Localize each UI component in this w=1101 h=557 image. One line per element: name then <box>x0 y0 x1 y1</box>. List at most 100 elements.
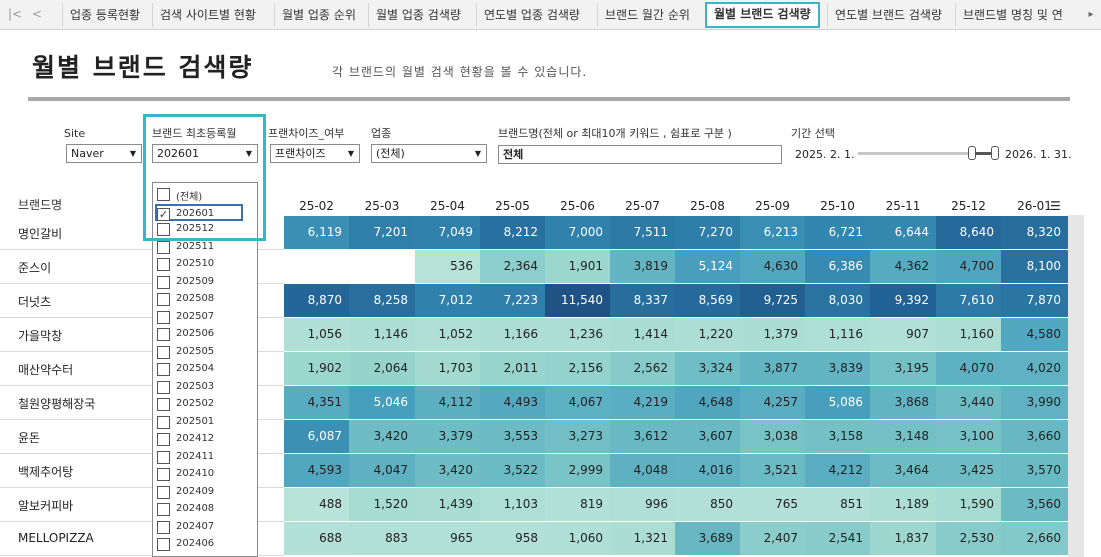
heatmap-cell[interactable]: 3,560 <box>1001 488 1068 521</box>
heatmap-cell[interactable]: 5,124 <box>675 250 740 283</box>
heatmap-cell[interactable]: 7,223 <box>480 284 545 317</box>
heatmap-cell[interactable]: 2,562 <box>610 352 675 385</box>
dropdown-option[interactable]: 202510 <box>157 256 253 273</box>
dropdown-option[interactable]: 202504 <box>157 361 253 378</box>
tab-7[interactable]: 월별 브랜드 검색량 <box>705 2 820 28</box>
table-row[interactable]: 매산약수터 <box>0 352 284 386</box>
heatmap-cell[interactable]: 8,320 <box>1001 216 1068 249</box>
heatmap-cell[interactable]: 488 <box>284 488 349 521</box>
table-row[interactable]: 더넛츠 <box>0 284 284 318</box>
heatmap-cell[interactable] <box>284 250 349 283</box>
heatmap-cell[interactable]: 3,553 <box>480 420 545 453</box>
heatmap-cell[interactable]: 850 <box>675 488 740 521</box>
checkbox-icon[interactable] <box>157 240 170 254</box>
heatmap-cell[interactable]: 1,189 <box>870 488 936 521</box>
scrollbar-gutter[interactable] <box>1068 215 1084 557</box>
dropdown-option[interactable]: (전체) <box>157 186 253 203</box>
checkbox-icon[interactable] <box>157 363 170 376</box>
heatmap-cell[interactable]: 1,901 <box>545 250 610 283</box>
heatmap-cell[interactable]: 1,321 <box>610 522 675 555</box>
checkbox-icon[interactable] <box>157 380 170 394</box>
dropdown-option[interactable]: 202408 <box>157 501 253 518</box>
heatmap-cell[interactable]: 3,100 <box>936 420 1001 453</box>
heatmap-cell[interactable]: 9,725 <box>740 284 805 317</box>
heatmap-cell[interactable]: 2,156 <box>545 352 610 385</box>
heatmap-cell[interactable]: 819 <box>545 488 610 521</box>
period-end-handle[interactable] <box>991 146 999 160</box>
checkbox-icon[interactable] <box>157 188 170 201</box>
heatmap-cell[interactable]: 4,700 <box>936 250 1001 283</box>
heatmap-cell[interactable]: 2,530 <box>936 522 1001 555</box>
heatmap-cell[interactable]: 6,386 <box>805 250 870 283</box>
heatmap-cell[interactable]: 3,464 <box>870 454 936 487</box>
tab-1[interactable]: 업종 등록현황 <box>62 3 147 27</box>
heatmap-cell[interactable]: 536 <box>415 250 480 283</box>
heatmap-cell[interactable]: 7,012 <box>415 284 480 317</box>
heatmap-cell[interactable]: 1,703 <box>415 352 480 385</box>
heatmap-cell[interactable]: 4,112 <box>415 386 480 419</box>
heatmap-cell[interactable]: 7,870 <box>1001 284 1068 317</box>
dropdown-option[interactable]: 202412 <box>157 431 253 448</box>
tab-9[interactable]: 브랜드별 명칭 및 연 <box>955 3 1070 27</box>
table-row[interactable]: 알보커피바 <box>0 488 284 522</box>
heatmap-cell[interactable]: 3,819 <box>610 250 675 283</box>
site-dropdown[interactable]: Naver ▼ <box>66 144 142 163</box>
heatmap-cell[interactable]: 3,522 <box>480 454 545 487</box>
heatmap-cell[interactable]: 4,362 <box>870 250 936 283</box>
heatmap-cell[interactable]: 4,067 <box>545 386 610 419</box>
dropdown-option[interactable]: 202410 <box>157 466 253 483</box>
heatmap-cell[interactable] <box>349 250 415 283</box>
heatmap-cell[interactable]: 765 <box>740 488 805 521</box>
heatmap-cell[interactable]: 3,038 <box>740 420 805 453</box>
checkbox-icon[interactable] <box>157 485 170 499</box>
checkbox-icon[interactable] <box>157 275 170 289</box>
checkbox-icon[interactable] <box>157 468 170 481</box>
tab-2[interactable]: 검색 사이트별 현황 <box>152 3 263 27</box>
heatmap-cell[interactable]: 1,439 <box>415 488 480 521</box>
table-row[interactable]: 윤돈 <box>0 420 284 454</box>
dropdown-option[interactable]: 202409 <box>157 484 253 501</box>
heatmap-cell[interactable]: 8,870 <box>284 284 349 317</box>
checkbox-icon[interactable] <box>157 520 170 534</box>
heatmap-cell[interactable]: 3,839 <box>805 352 870 385</box>
checkbox-icon[interactable] <box>157 345 170 359</box>
heatmap-cell[interactable]: 8,337 <box>610 284 675 317</box>
tab-4[interactable]: 월별 업종 검색량 <box>368 3 468 27</box>
heatmap-cell[interactable]: 1,837 <box>870 522 936 555</box>
heatmap-cell[interactable]: 2,011 <box>480 352 545 385</box>
period-start-handle[interactable] <box>968 146 976 160</box>
heatmap-cell[interactable]: 3,425 <box>936 454 1001 487</box>
heatmap-cell[interactable]: 6,721 <box>805 216 870 249</box>
heatmap-cell[interactable]: 3,607 <box>675 420 740 453</box>
dropdown-option[interactable]: 202505 <box>157 344 253 361</box>
heatmap-cell[interactable]: 4,493 <box>480 386 545 419</box>
heatmap-cell[interactable]: 688 <box>284 522 349 555</box>
heatmap-cell[interactable]: 3,570 <box>1001 454 1068 487</box>
heatmap-cell[interactable]: 1,590 <box>936 488 1001 521</box>
heatmap-cell[interactable]: 1,236 <box>545 318 610 351</box>
heatmap-cell[interactable]: 4,212 <box>805 454 870 487</box>
heatmap-cell[interactable]: 4,048 <box>610 454 675 487</box>
dropdown-option[interactable]: 202406 <box>157 536 253 553</box>
heatmap-cell[interactable]: 4,257 <box>740 386 805 419</box>
checkbox-checked-icon[interactable]: ✓ <box>157 207 170 221</box>
heatmap-cell[interactable]: 3,990 <box>1001 386 1068 419</box>
heatmap-cell[interactable]: 8,212 <box>480 216 545 249</box>
heatmap-cell[interactable]: 1,166 <box>480 318 545 351</box>
heatmap-cell[interactable]: 6,213 <box>740 216 805 249</box>
checkbox-icon[interactable] <box>157 538 170 551</box>
heatmap-cell[interactable]: 851 <box>805 488 870 521</box>
dropdown-option[interactable]: 202503 <box>157 379 253 396</box>
dropdown-option[interactable]: 202506 <box>157 326 253 343</box>
heatmap-cell[interactable]: 3,420 <box>349 420 415 453</box>
checkbox-icon[interactable] <box>157 398 170 411</box>
heatmap-cell[interactable]: 5,086 <box>805 386 870 419</box>
heatmap-cell[interactable]: 965 <box>415 522 480 555</box>
checkbox-icon[interactable] <box>157 328 170 341</box>
dropdown-option[interactable]: 202502 <box>157 396 253 413</box>
heatmap-cell[interactable]: 6,087 <box>284 420 349 453</box>
dropdown-option[interactable]: 202501 <box>157 414 253 431</box>
heatmap-cell[interactable]: 7,610 <box>936 284 1001 317</box>
heatmap-cell[interactable]: 1,414 <box>610 318 675 351</box>
heatmap-cell[interactable]: 4,580 <box>1001 318 1068 351</box>
